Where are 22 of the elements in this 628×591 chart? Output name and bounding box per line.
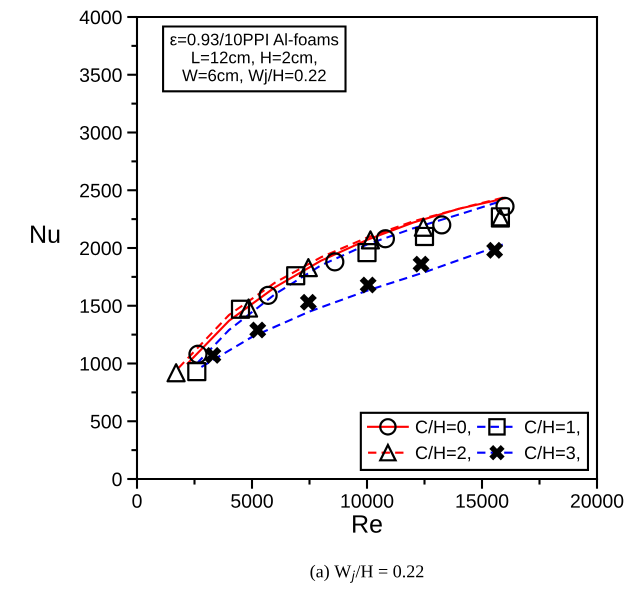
legend-label: C/H=0, <box>416 420 470 436</box>
legend-label: C/H=1, <box>524 420 580 436</box>
y-tick-label: 3000 <box>80 126 122 140</box>
y-tick-label: 3500 <box>80 68 122 82</box>
y-tick-label: 500 <box>90 414 122 428</box>
y-tick-label: 1500 <box>80 299 122 313</box>
x-tick-label: 10000 <box>341 494 394 508</box>
legend-label: C/H=3, <box>524 446 580 462</box>
x-axis-title: Re <box>353 515 382 533</box>
x-tick-label: 15000 <box>456 494 508 508</box>
y-tick-label: 1000 <box>80 356 122 371</box>
y-tick-label: 2500 <box>80 184 122 198</box>
legend-label: C/H=2, <box>416 446 470 462</box>
x-tick-label: 20000 <box>570 494 624 508</box>
y-tick-label: 4000 <box>80 10 122 24</box>
y-tick-label: 0 <box>112 472 122 486</box>
y-axis-title: Nu <box>31 226 60 244</box>
x-tick-label: 5000 <box>231 494 273 508</box>
y-tick-label: 2000 <box>80 241 122 256</box>
text: (a) W$_{j}$/H = 0.22 <box>310 564 424 583</box>
annotation: ε=0.93/10PPI Al-foams L=12cm, H=2cm, W=6cm, Wj/H=0.22 <box>170 33 338 85</box>
x-tick-label: 0 <box>132 494 142 508</box>
